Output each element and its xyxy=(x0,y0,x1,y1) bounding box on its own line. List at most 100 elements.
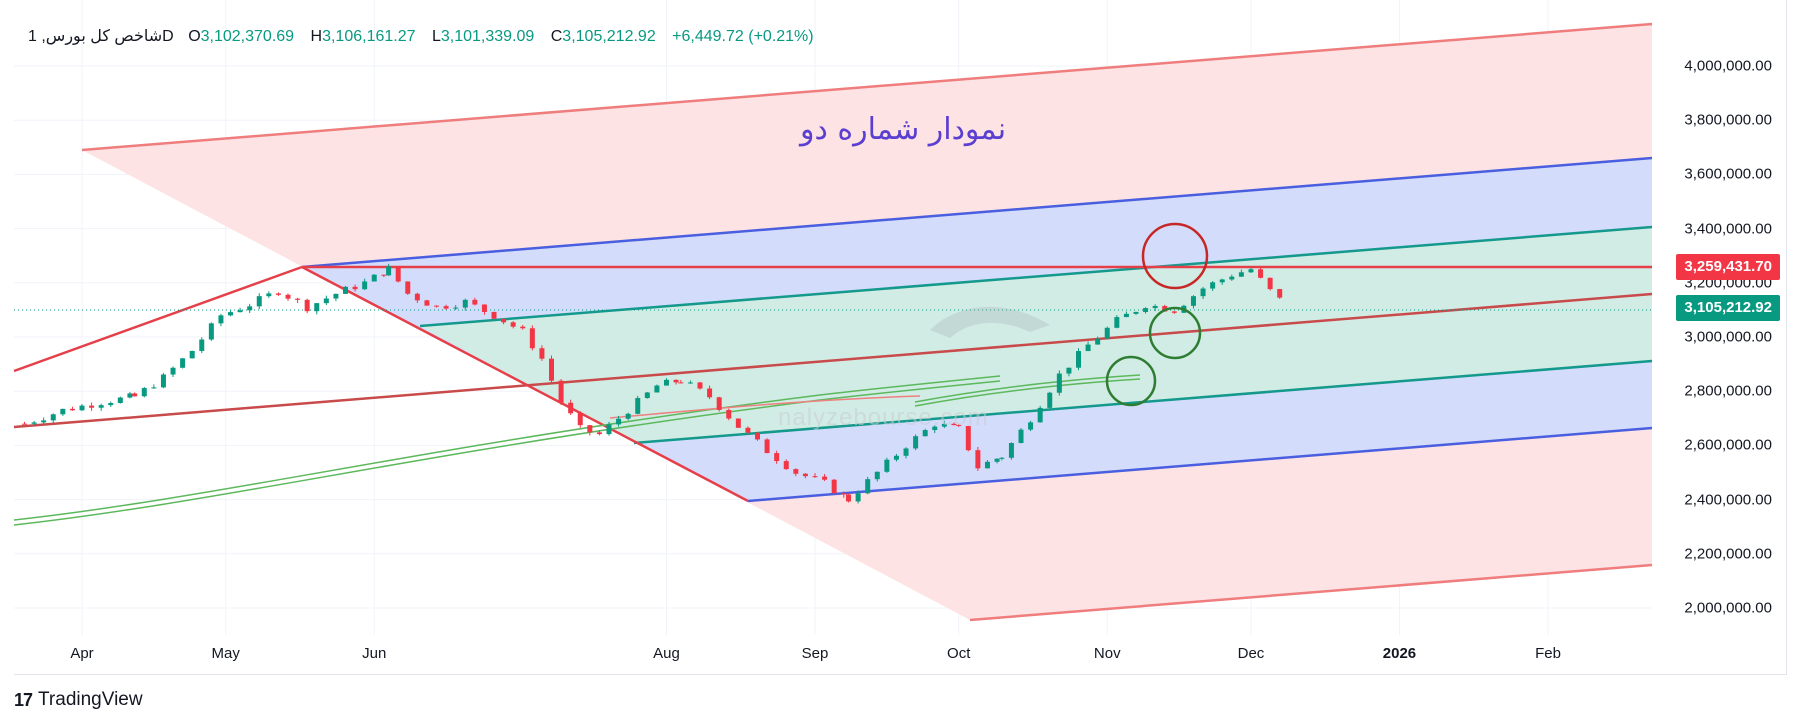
candle-body xyxy=(501,318,507,323)
candle-body xyxy=(1123,313,1129,318)
candle-body xyxy=(304,299,310,312)
moving-average-long-2 xyxy=(13,380,1001,526)
moving-averages xyxy=(13,374,1141,526)
candle-body xyxy=(577,413,583,426)
candle-body xyxy=(1133,311,1139,314)
candle-body xyxy=(1219,279,1225,283)
candle-body xyxy=(951,423,957,426)
time-axis-tick-label: Nov xyxy=(1093,645,1121,662)
candle-body xyxy=(275,293,281,295)
candle-body xyxy=(663,379,669,386)
candle-body xyxy=(151,387,157,389)
candle-body xyxy=(726,409,732,419)
tradingview-logo-icon: 17 xyxy=(14,689,33,710)
ohlc-legend: شاخص کل بورس, 1D O3,102,370.69 H3,106,16… xyxy=(28,26,814,46)
candle-body xyxy=(625,413,631,419)
candle-body xyxy=(846,494,852,502)
candle-body xyxy=(1066,367,1072,374)
candle-body xyxy=(1075,351,1081,368)
candle-body xyxy=(673,379,679,383)
close-key: C xyxy=(550,28,563,45)
candle-body xyxy=(285,294,291,299)
symbol-label[interactable]: شاخص کل بورس, 1D xyxy=(28,28,174,45)
change-value: +6,449.72 (+0.21%) xyxy=(672,28,814,45)
candle-body xyxy=(1267,277,1273,290)
candle-body xyxy=(822,476,828,480)
price-axis-tick-label: 3,800,000.00 xyxy=(1684,111,1772,129)
open-value: 3,102,370.69 xyxy=(200,28,295,45)
candle-body xyxy=(831,479,837,494)
candle-body xyxy=(434,305,440,307)
candle-body xyxy=(865,479,871,494)
candle-body xyxy=(975,450,981,469)
low-value: 3,101,339.09 xyxy=(440,28,535,45)
candle-body xyxy=(783,461,789,470)
candle-body xyxy=(735,418,741,428)
price-axis-tick-label: 3,600,000.00 xyxy=(1684,165,1772,183)
pitchfork-mid-lower-line xyxy=(747,426,1653,503)
candle-body xyxy=(481,304,487,312)
moving-average-mid xyxy=(609,395,921,419)
resistance-price-tag: 3,259,431.70 xyxy=(1676,253,1780,280)
pitchfork-inner-band xyxy=(420,227,1652,443)
candle-body xyxy=(60,408,66,415)
candle-body xyxy=(180,358,186,368)
candle-body xyxy=(568,402,574,414)
candle-body xyxy=(199,339,205,351)
candle-body xyxy=(1056,373,1062,393)
candle-body xyxy=(697,382,703,389)
candle-body xyxy=(1114,317,1120,328)
candle-body xyxy=(510,322,516,327)
price-axis-tick-label: 4,000,000.00 xyxy=(1684,57,1772,75)
candle-body xyxy=(472,299,478,305)
green-circle-annotation-upper xyxy=(1148,306,1202,360)
candle-body xyxy=(941,423,947,427)
candlestick-series xyxy=(22,263,1283,504)
time-axis-tick-label: Sep xyxy=(801,645,829,662)
candle-body xyxy=(1277,289,1283,298)
candle-body xyxy=(1095,338,1101,345)
candle-body xyxy=(127,393,133,398)
candle-body xyxy=(549,358,555,381)
candle-body xyxy=(1200,288,1206,297)
candle-body xyxy=(745,427,751,433)
candle-body xyxy=(491,311,497,319)
candle-body xyxy=(295,298,301,300)
candle-body xyxy=(999,457,1005,459)
candle-body xyxy=(956,425,962,427)
candle-body xyxy=(596,432,602,435)
candle-body xyxy=(922,430,928,437)
candle-body xyxy=(529,328,535,349)
candle-body xyxy=(89,405,95,408)
candle-body xyxy=(884,459,890,472)
candle-body xyxy=(424,300,430,306)
candle-body xyxy=(256,296,262,307)
pitchfork-inner-upper-line xyxy=(419,225,1653,328)
candle-body xyxy=(189,350,195,359)
price-axis-tick-label: 2,800,000.00 xyxy=(1684,382,1772,400)
candle-body xyxy=(22,423,28,425)
last-price-tag: 3,105,212.92 xyxy=(1676,295,1780,322)
candle-body xyxy=(1047,392,1053,408)
chart-annotation-text: نمودار شماره دو xyxy=(800,112,1007,147)
price-axis-tick-label: 2,600,000.00 xyxy=(1684,436,1772,454)
candle-body xyxy=(678,382,684,384)
candle-body xyxy=(1104,327,1110,339)
candle-body xyxy=(132,393,138,397)
tradingview-brand[interactable]: 17 TradingView xyxy=(14,689,143,711)
candle-body xyxy=(323,298,329,304)
candle-body xyxy=(587,425,593,433)
moving-average-short xyxy=(914,374,1141,403)
candle-body xyxy=(160,374,166,388)
candle-body xyxy=(1085,344,1091,352)
candle-body xyxy=(69,408,75,411)
candle-body xyxy=(333,293,339,299)
candle-body xyxy=(1037,407,1043,423)
moving-average-long xyxy=(13,375,1001,521)
pitchfork-outer-upper-line xyxy=(81,22,1653,152)
candle-body xyxy=(314,303,320,312)
candle-body xyxy=(170,367,176,375)
candle-body xyxy=(520,326,526,329)
candle-body xyxy=(141,388,147,397)
